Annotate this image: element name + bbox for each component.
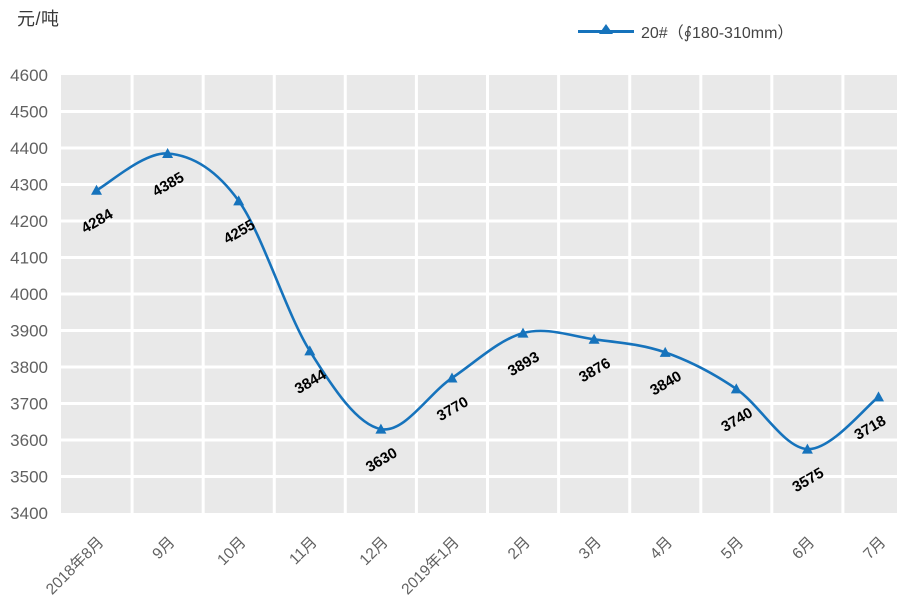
x-axis-tick-label: 2月 (505, 534, 534, 563)
x-axis-tick-label: 9月 (149, 534, 178, 563)
x-axis-tick-label: 7月 (860, 534, 889, 563)
triangle-up-icon (599, 24, 613, 34)
x-axis-tick-label: 11月 (286, 534, 320, 568)
data-point-marker (375, 423, 387, 434)
y-axis-unit-label: 元/吨 (17, 9, 60, 29)
y-axis-tick-label: 4200 (10, 212, 48, 231)
y-axis-tick-label: 3700 (10, 395, 48, 414)
chart-legend: 20#（∮180-310mm） (578, 19, 793, 43)
data-point-marker (801, 443, 813, 454)
y-axis-tick-label: 4000 (10, 285, 48, 304)
data-point-marker (873, 391, 884, 402)
x-axis-tick-label: 6月 (789, 534, 818, 563)
y-axis-tick-label: 3500 (10, 468, 48, 487)
data-point-marker (446, 372, 458, 383)
legend-series-label: 20#（∮180-310mm） (641, 25, 794, 42)
y-axis-tick-label: 4300 (10, 176, 48, 195)
legend-series-marker (578, 22, 634, 40)
data-point-marker (588, 333, 600, 344)
x-axis-tick-label: 2019年1月 (398, 533, 463, 598)
x-axis-tick-label: 2018年8月 (42, 533, 107, 598)
x-axis-tick-label: 5月 (718, 534, 747, 563)
series-line (95, 152, 880, 451)
data-point-marker (517, 327, 529, 338)
y-axis-tick-label: 3400 (10, 504, 48, 523)
y-axis-tick-label: 4600 (10, 66, 48, 85)
data-point-marker (730, 383, 742, 394)
x-axis-tick-label: 4月 (647, 534, 676, 563)
y-axis-tick-label: 3800 (10, 358, 48, 377)
x-axis-tick-label: 3月 (576, 534, 605, 563)
data-point-marker (162, 148, 174, 158)
x-axis-tick-label: 10月 (214, 534, 249, 569)
y-axis-tick-label: 4400 (10, 139, 48, 158)
data-point-marker (233, 195, 245, 206)
y-axis-tick-label: 4100 (10, 249, 48, 268)
y-axis-tick-label: 3900 (10, 322, 48, 341)
data-point-marker (304, 345, 316, 356)
data-point-marker (659, 346, 671, 357)
data-point-marker (91, 184, 102, 195)
x-axis-tick-label: 12月 (357, 534, 392, 569)
y-axis-tick-label: 3600 (10, 431, 48, 450)
y-axis-tick-label: 4500 (10, 103, 48, 122)
